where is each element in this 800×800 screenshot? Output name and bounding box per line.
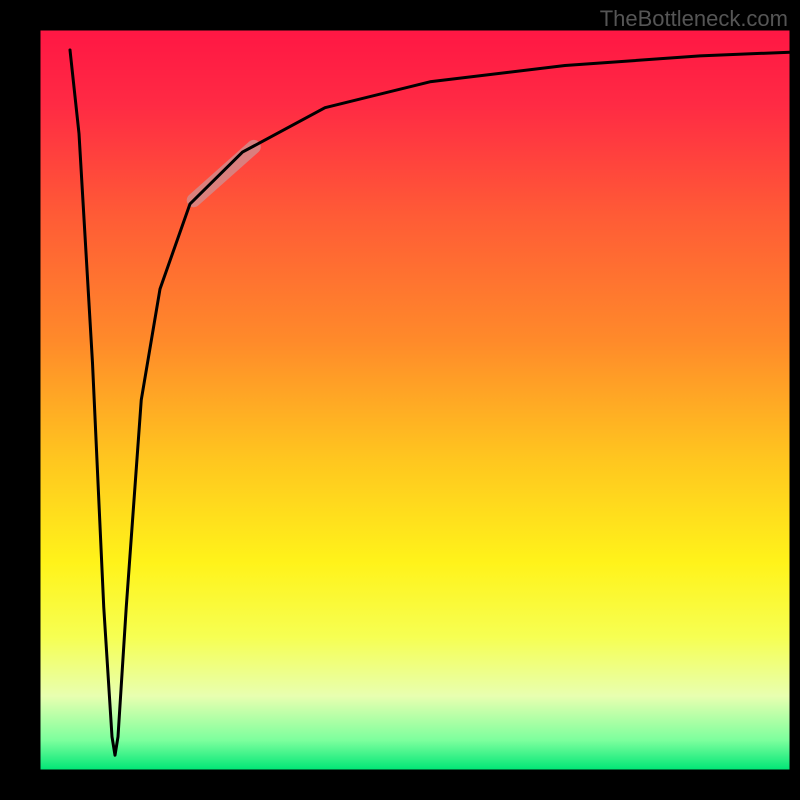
bottleneck-chart [0,0,800,800]
plot-background [40,30,790,770]
watermark-text: TheBottleneck.com [600,6,788,32]
